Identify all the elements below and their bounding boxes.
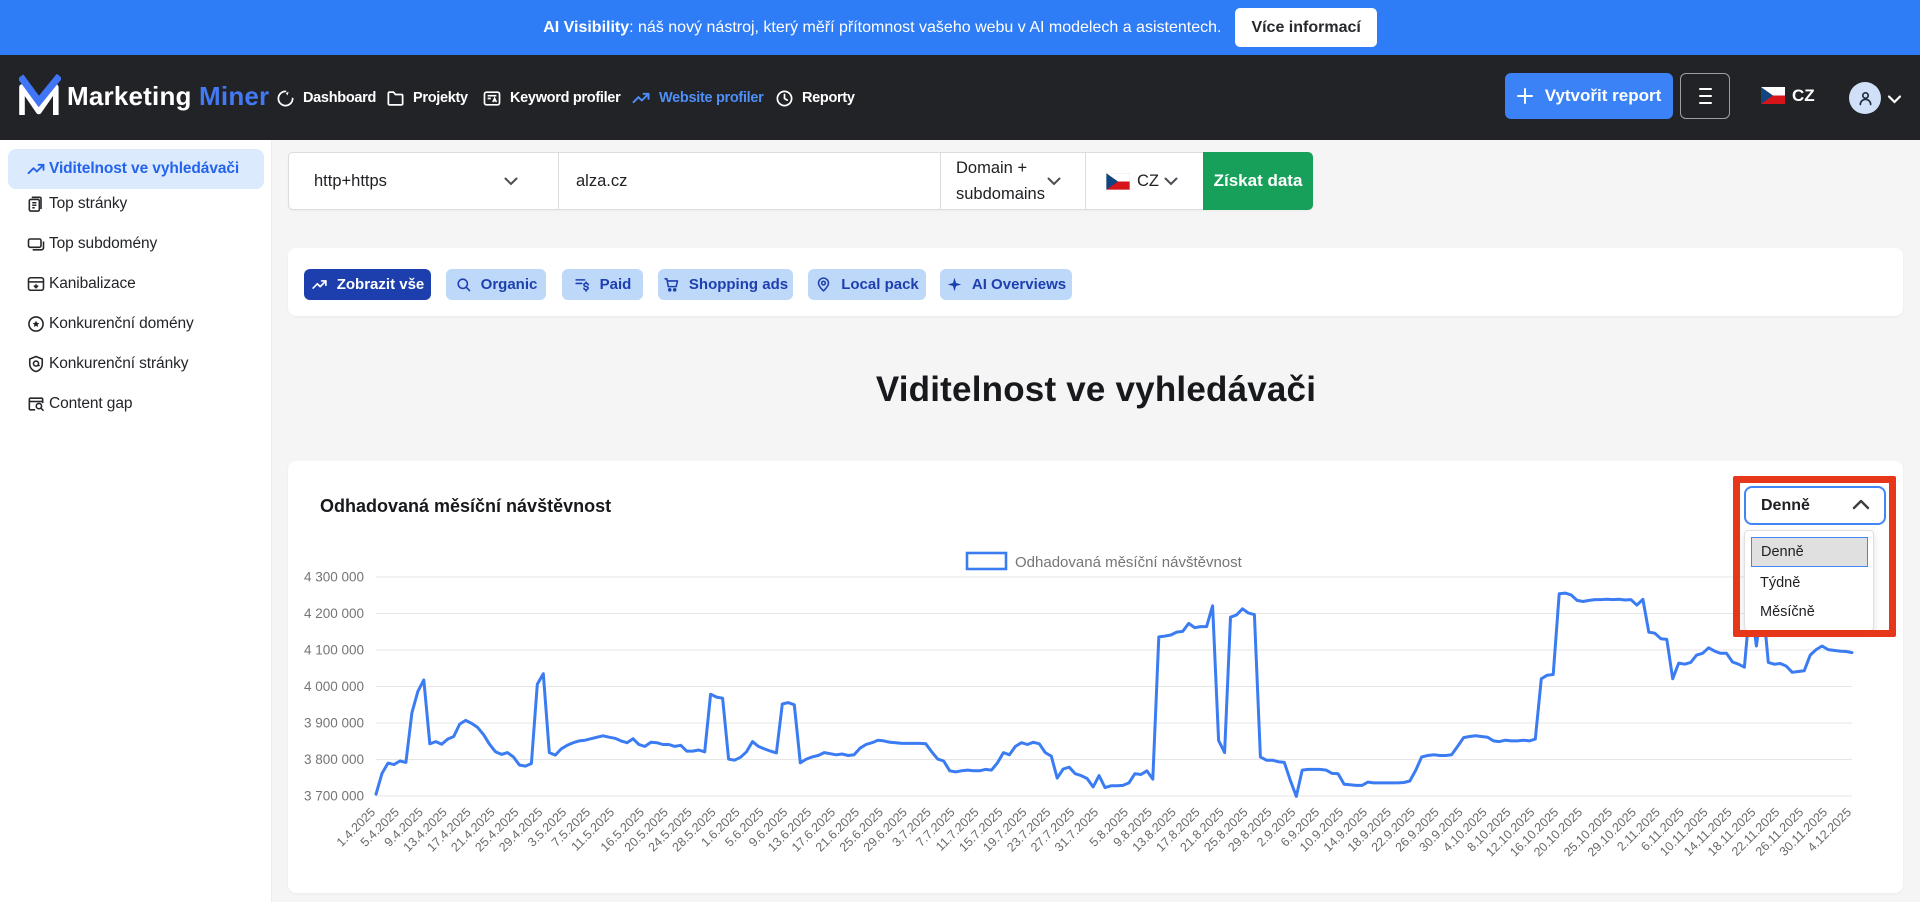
svg-text:3 800 000: 3 800 000 [304,752,364,767]
svg-text:4 000 000: 4 000 000 [304,679,364,694]
svg-text:3 900 000: 3 900 000 [304,716,364,731]
svg-text:Odhadovaná měsíční návštěvnost: Odhadovaná měsíční návštěvnost [1015,554,1243,571]
svg-text:3 700 000: 3 700 000 [304,789,364,804]
svg-text:4 200 000: 4 200 000 [304,606,364,621]
svg-text:4 100 000: 4 100 000 [304,643,364,658]
svg-text:4 300 000: 4 300 000 [304,570,364,585]
